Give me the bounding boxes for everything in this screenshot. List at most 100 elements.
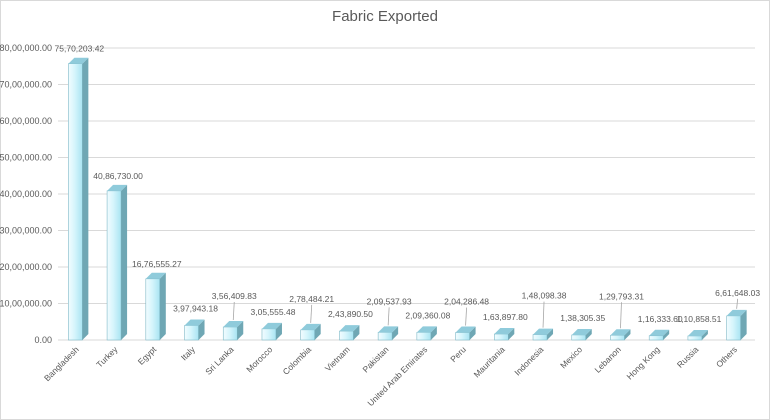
data-label: 2,09,360.08 [405,310,450,320]
x-tick-label: Mexico [558,344,584,370]
leader-line [620,302,622,329]
bar-front [106,190,122,341]
x-tick-label: Pakistan [360,344,390,374]
bar-top [223,320,244,327]
bar [68,57,89,341]
bar-side [624,329,631,340]
bar [261,322,282,341]
bar-front [68,63,83,341]
x-tick-label: Turkey [94,344,120,370]
bar-front [494,333,509,341]
data-label: 3,56,409.83 [212,291,257,301]
bar-side [430,326,437,340]
bar-front [687,335,703,341]
bar [339,325,360,341]
x-tick-label: Bangladesh [42,344,81,383]
bar-side [121,184,128,340]
y-tick-label: 30,00,000.00 [0,226,52,236]
bar-top [571,328,592,335]
data-label: 1,16,333.60 [638,314,683,324]
bar-top [261,322,282,329]
data-label: 16,76,555.27 [132,259,182,269]
bar-top [533,328,554,335]
bar-side [392,326,399,340]
bar-side [469,326,476,340]
bar [222,320,244,341]
data-label: 2,09,537.93 [367,296,412,306]
x-tick-label: Egypt [136,344,159,367]
bar-top [687,329,708,336]
data-label: 3,05,555.48 [251,307,296,317]
bar-side [663,329,670,340]
y-tick-label: 50,00,000.00 [0,153,52,163]
data-label: 2,78,484.21 [289,294,334,304]
bar-front [339,330,354,341]
bar-side [508,328,515,340]
data-label: 75,70,203.42 [55,44,105,54]
data-label: 6,61,648.03 [715,288,760,298]
bar-front [145,278,161,341]
x-tick-label: Italy [179,344,198,363]
data-label: 2,43,890.50 [328,309,373,319]
bar-front [416,332,432,341]
bar-top [494,328,515,335]
bar-top [184,319,205,326]
data-label: 1,48,098.38 [522,291,567,301]
bar [648,329,670,341]
x-tick-label: Morocco [244,344,274,374]
bar [455,326,476,341]
bar-front [532,334,548,341]
x-tick-label: Mauritania [472,344,507,379]
bar [184,319,205,341]
bar-front [261,328,277,341]
bar-front [610,334,625,341]
bar-side [547,328,554,340]
bar [145,272,166,341]
data-label: 1,38,305.35 [560,313,605,323]
bar-top [145,272,166,279]
leader-line [232,301,235,321]
bar [532,328,554,341]
bar-top [455,326,476,333]
bar-front [377,332,393,341]
bar-top [339,325,360,332]
x-tick-label: Vietnam [323,344,352,373]
bar-side [198,319,205,340]
bar-top [107,184,128,191]
bar-side [585,328,592,340]
bar-side [740,309,747,340]
leader-line [465,307,467,326]
y-tick-label: 70,00,000.00 [0,80,52,90]
data-label: 3,97,943.18 [173,303,218,313]
bar-side [237,320,244,340]
x-tick-label: Indonesia [512,344,545,377]
x-tick-label: Lebanon [592,344,623,375]
bar-top [378,326,399,333]
bar-top [416,326,437,333]
bar [416,326,437,341]
bar-top [68,57,89,64]
y-tick-label: 80,00,000.00 [0,43,52,53]
leader-line [387,307,390,326]
leader-line [542,301,545,328]
bar-top [649,329,670,336]
bar [571,328,592,341]
bar-front [648,335,664,341]
data-label: 1,63,897.80 [483,312,528,322]
bar-front [300,329,315,341]
data-label: 40,86,730.00 [93,171,143,181]
bar-front [222,326,238,341]
bar [610,329,631,341]
bar [494,328,515,341]
bar-side [353,325,360,340]
y-tick-label: 60,00,000.00 [0,116,52,126]
bar-top [300,323,321,330]
bar [687,329,708,341]
x-tick-label: Russia [675,344,701,370]
bar [300,323,321,341]
x-tick-label: Sri Lanka [203,344,236,377]
bar-side [314,323,321,340]
x-tick-label: Hong Kong [624,344,661,381]
